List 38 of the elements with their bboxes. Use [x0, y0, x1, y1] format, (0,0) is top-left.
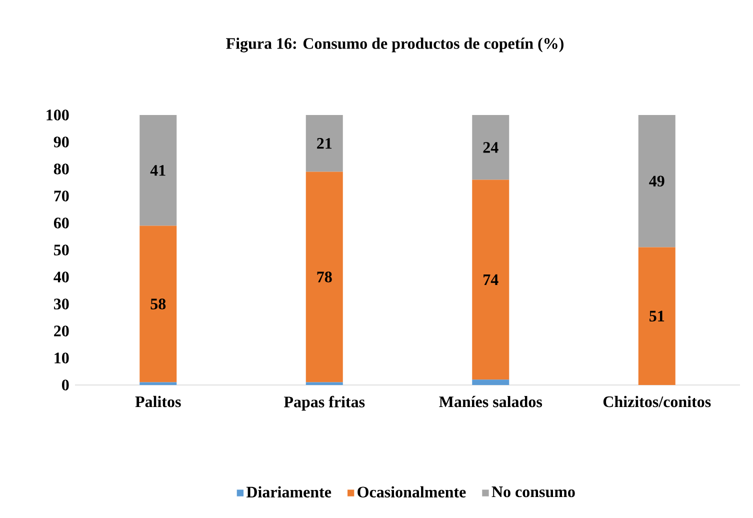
y-tick-label: 100: [46, 110, 69, 120]
bar: [306, 172, 343, 382]
bar: [306, 114, 343, 172]
legend-label: Diariamente: [246, 486, 332, 498]
y-tick-label: 10: [54, 352, 69, 364]
data-label: 41: [150, 165, 166, 176]
y-tick-label: 30: [54, 298, 69, 310]
bar: [472, 180, 510, 380]
bar: [140, 226, 177, 382]
y-tick-label: 0: [62, 380, 69, 390]
data-label: 51: [650, 310, 664, 322]
data-label: 74: [484, 274, 498, 285]
bar: [472, 380, 510, 385]
y-tick-label: 50: [54, 244, 69, 256]
x-tick-label: Papas fritas: [284, 396, 365, 411]
bar: [306, 382, 343, 385]
y-tick-label: 40: [54, 272, 69, 282]
bar: [638, 114, 676, 248]
y-tick-label: 60: [54, 218, 69, 228]
legend-label: No consumo: [492, 486, 575, 498]
x-tick-label: Chizitos/conitos: [603, 396, 711, 408]
bar: [638, 247, 676, 385]
data-label: 21: [317, 138, 332, 149]
y-tick-label: 70: [54, 190, 69, 202]
data-label: 78: [317, 272, 332, 282]
y-tick-label: 80: [54, 164, 69, 174]
y-tick-label: 20: [54, 326, 69, 336]
data-label: 49: [649, 176, 664, 187]
bar: [140, 382, 177, 385]
legend-label: Ocasionalmente: [358, 486, 466, 498]
data-label: 58: [150, 298, 166, 310]
chart-title: Figura 16: Consumo de productos de copetín (%): [226, 38, 564, 52]
x-tick-label: Palitos: [135, 396, 181, 408]
data-label: 24: [483, 142, 498, 153]
bar: [140, 114, 177, 226]
x-tick-label: Maníes salados: [439, 396, 542, 408]
bar: [472, 114, 510, 180]
y-tick-label: 90: [54, 136, 69, 148]
